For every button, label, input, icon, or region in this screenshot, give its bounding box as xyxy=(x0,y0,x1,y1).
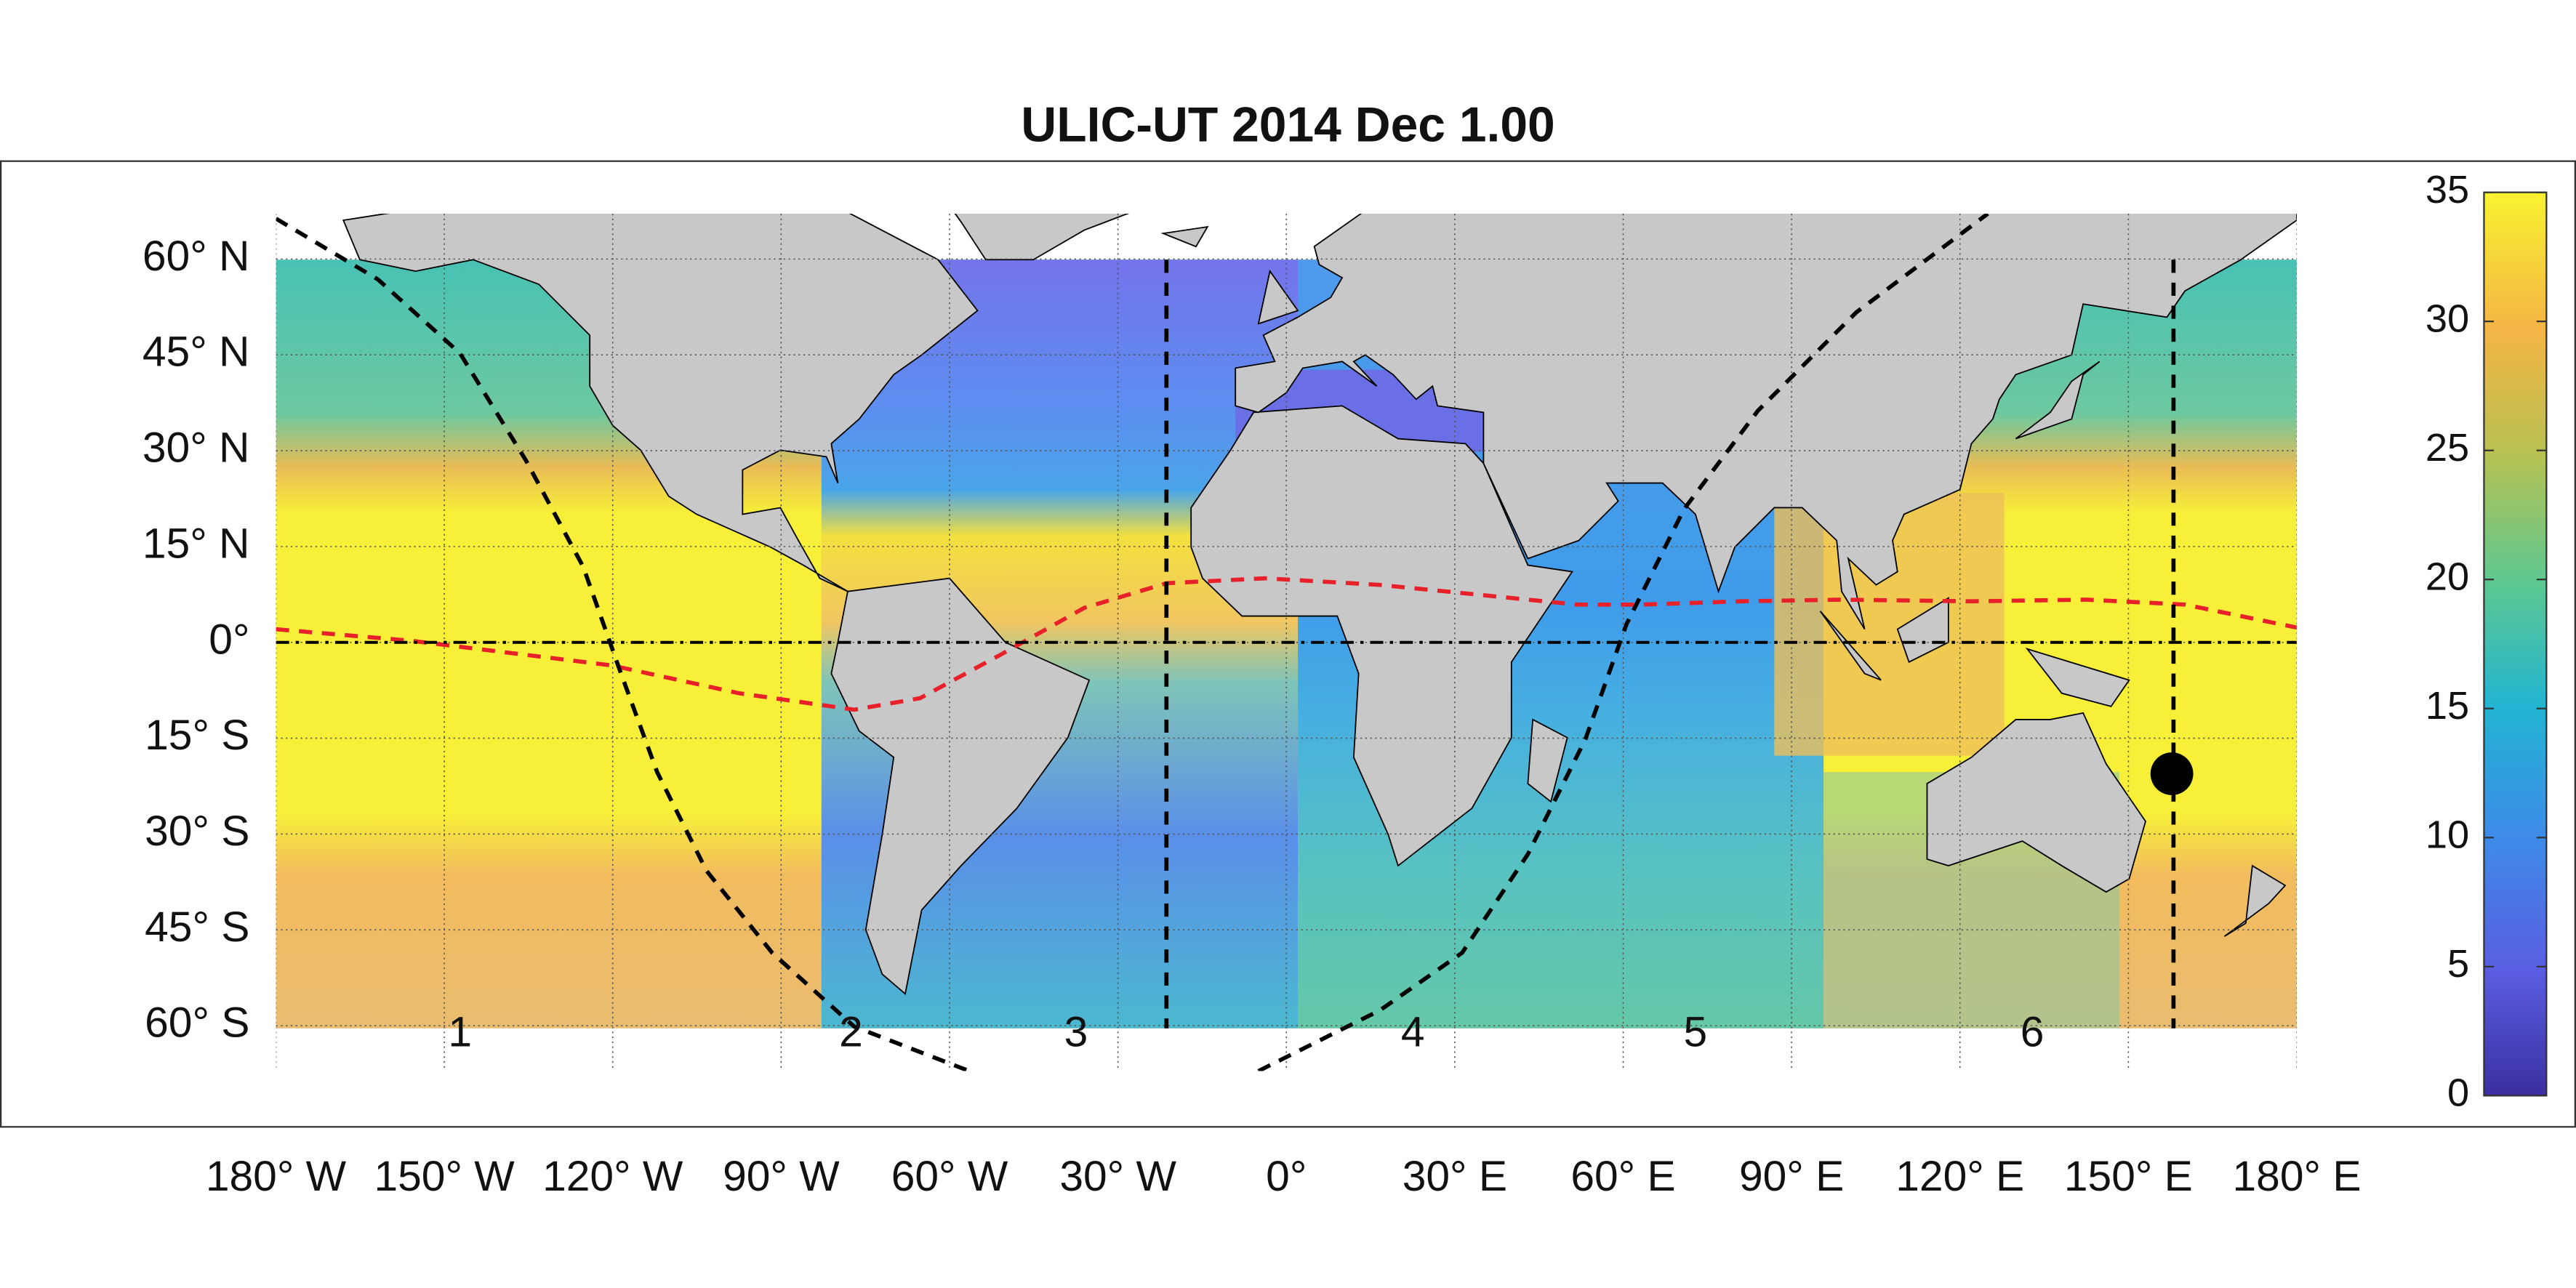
dip-equator xyxy=(276,576,2297,712)
region-labels: 1 2 3 4 5 6 xyxy=(448,1008,2044,1055)
colorbar-tick-label: 30 xyxy=(2425,297,2469,340)
graticule xyxy=(276,213,2297,1071)
lon-tick-label: 90° W xyxy=(723,1153,840,1200)
lon-tick-label: 60° W xyxy=(891,1153,1008,1200)
lon-tick-label: 0° xyxy=(1266,1153,1307,1200)
lon-tick-label: 150° E xyxy=(2064,1153,2193,1200)
region-label: 1 xyxy=(448,1008,472,1055)
lat-tick-label: 45° N xyxy=(143,329,250,376)
lon-tick-label: 180° E xyxy=(2233,1153,2362,1200)
subsolar-point xyxy=(2150,752,2194,795)
lon-tick-label: 150° W xyxy=(374,1153,515,1200)
lon-tick-label: 30° W xyxy=(1059,1153,1176,1200)
lon-tick-label: 120° W xyxy=(542,1153,683,1200)
lat-tick-label: 60° N xyxy=(143,233,250,280)
colorbar-tick-label: 15 xyxy=(2425,684,2469,728)
lat-tick-label: 15° N xyxy=(143,520,250,567)
lat-tick-label: 30° N xyxy=(143,424,250,472)
frame xyxy=(0,160,2576,1128)
terminator xyxy=(276,217,971,1071)
region-label: 5 xyxy=(1684,1008,1708,1055)
lat-tick-label: 30° S xyxy=(145,808,249,855)
map xyxy=(276,213,2297,1071)
colorbar-tick-label: 25 xyxy=(2425,426,2469,470)
lon-tick-label: 120° E xyxy=(1895,1153,2024,1200)
colorbar xyxy=(2483,191,2548,1097)
colorbar-tick-label: 20 xyxy=(2425,555,2469,599)
terminator xyxy=(1257,213,1989,1071)
lat-tick-label: 0° xyxy=(209,616,249,663)
region-label: 2 xyxy=(839,1008,863,1055)
lon-tick-label: 180° W xyxy=(206,1153,347,1200)
colorbar-tick-label: 0 xyxy=(2447,1071,2469,1115)
region-label: 6 xyxy=(2021,1008,2045,1055)
lon-tick-label: 30° E xyxy=(1403,1153,1507,1200)
lat-tick-label: 15° S xyxy=(145,712,249,759)
land xyxy=(342,213,2297,995)
lat-tick-label: 45° S xyxy=(145,903,249,951)
region-label: 4 xyxy=(1401,1008,1425,1055)
lat-tick-label: 60° S xyxy=(145,999,249,1047)
lon-tick-label: 90° E xyxy=(1739,1153,1844,1200)
colorbar-tick-label: 5 xyxy=(2447,942,2469,986)
colorbar-tick-label: 35 xyxy=(2425,168,2469,212)
lon-tick-label: 60° E xyxy=(1570,1153,1675,1200)
region-label: 3 xyxy=(1064,1008,1088,1055)
title: ULIC-UT 2014 Dec 1.00 xyxy=(1021,97,1554,152)
colorbar-tick-label: 10 xyxy=(2425,813,2469,857)
